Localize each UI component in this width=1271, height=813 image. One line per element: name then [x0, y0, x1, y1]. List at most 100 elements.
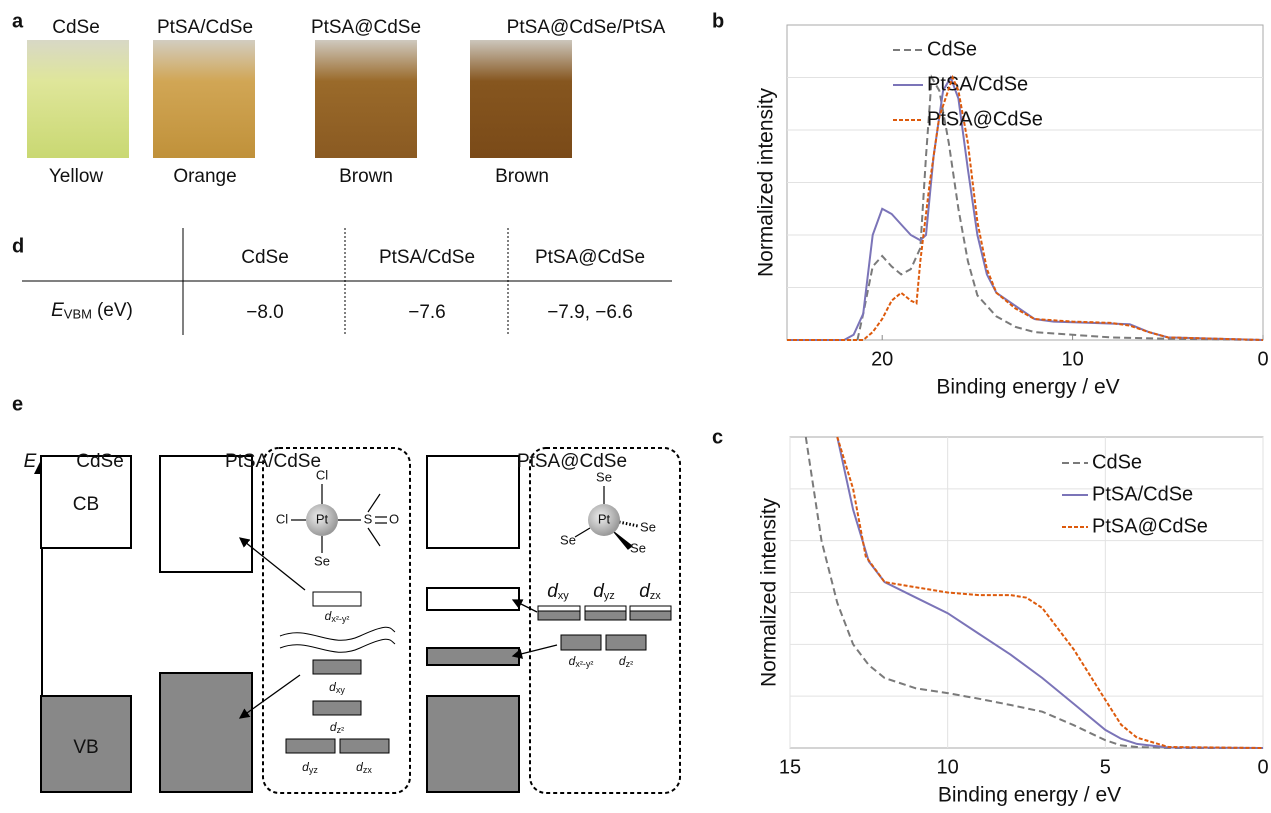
x-axis-label: Binding energy / eV [938, 784, 1121, 807]
table-cell: −8.0 [246, 302, 284, 323]
y-axis-label: Normalized intensity [758, 497, 781, 687]
panel-label: d [12, 235, 24, 257]
table-cell: −7.6 [408, 302, 446, 323]
subscript: VBM [64, 307, 92, 322]
symbol: d [547, 581, 559, 602]
symbol: d [593, 581, 605, 602]
series-line [856, 74, 1264, 341]
ligand: Se [314, 553, 330, 568]
orbital-boxes [279, 591, 672, 754]
ligand: Cl [316, 467, 328, 482]
subscript: xy [336, 686, 346, 696]
vial-photo [315, 40, 417, 158]
orbital-label: dz² [619, 654, 633, 669]
column-label: PtSA@CdSe [517, 451, 627, 472]
table-lines [22, 228, 672, 335]
ligand: Se [596, 469, 612, 484]
ligand: Cl [276, 511, 288, 526]
subscript: x²-y² [331, 615, 349, 625]
energy-axis-label: E [24, 451, 37, 472]
table-header: PtSA@CdSe [535, 247, 645, 268]
color-label: Brown [339, 166, 393, 187]
sample-label: PtSA/CdSe [157, 17, 253, 38]
x-tick-label: 10 [1061, 348, 1083, 370]
orbital-label: dyz [593, 581, 615, 602]
subscript: zx [363, 766, 373, 776]
vial-photo [27, 40, 129, 158]
diagram-shapes [34, 447, 681, 794]
table-cell: −7.9, −6.6 [547, 302, 633, 323]
orbital-label: dz² [330, 720, 344, 735]
subscript: z² [626, 660, 634, 670]
band-label: CB [73, 494, 99, 515]
subscript: yz [309, 766, 319, 776]
x-tick-label: 20 [871, 348, 893, 370]
symbol: d [356, 760, 363, 774]
vial-photo [470, 40, 572, 158]
sample-label: CdSe [52, 17, 100, 38]
symbol: d [325, 609, 332, 623]
legend-label: CdSe [927, 38, 977, 60]
ligand: Se [640, 519, 656, 534]
unit: (eV) [97, 300, 133, 321]
panel-label: b [712, 10, 724, 32]
orbital-label: dxy [547, 581, 569, 602]
legend-label: PtSA@CdSe [1092, 515, 1208, 537]
symbol: d [639, 581, 651, 602]
symbol: d [569, 654, 576, 668]
panel-label: a [12, 10, 24, 32]
legend-label: PtSA@CdSe [927, 108, 1043, 130]
x-tick-label: 0 [1257, 756, 1268, 778]
row-label: EVBM (eV) [51, 300, 133, 322]
orbital-label: dxy [329, 680, 345, 695]
column-label: PtSA/CdSe [225, 451, 321, 472]
ligand: O [389, 511, 399, 526]
symbol: d [330, 720, 337, 734]
legend-label: PtSA/CdSe [927, 73, 1028, 95]
subscript: xy [558, 590, 570, 602]
series-line [836, 436, 1264, 749]
color-label: Yellow [49, 166, 104, 187]
orbital-label: dx²-y² [569, 654, 594, 669]
legend-label: CdSe [1092, 451, 1142, 473]
x-tick-label: 5 [1100, 756, 1111, 778]
symbol: d [302, 760, 309, 774]
subscript: zx [650, 590, 662, 602]
x-tick-label: 10 [937, 756, 959, 778]
band-label: VB [73, 737, 98, 758]
metal: Pt [598, 511, 611, 526]
legend-label: PtSA/CdSe [1092, 483, 1193, 505]
symbol: d [329, 680, 336, 694]
color-label: Orange [173, 166, 236, 187]
table-header: CdSe [241, 247, 289, 268]
ligand: Se [560, 532, 576, 547]
table-header: PtSA/CdSe [379, 247, 475, 268]
subscript: z² [337, 726, 345, 736]
series-line [787, 74, 1264, 341]
orbital-label: dyz [302, 760, 318, 775]
symbol: E [51, 300, 64, 321]
y-axis-label: Normalized intensity [755, 87, 778, 277]
x-axis-label: Binding energy / eV [936, 376, 1119, 399]
subscript: yz [604, 590, 615, 602]
metal: Pt [316, 511, 329, 526]
column-label: CdSe [76, 451, 124, 472]
series-line [836, 436, 1264, 749]
color-label: Brown [495, 166, 549, 187]
ligand: S [364, 511, 373, 526]
molecule-bonds [291, 484, 639, 553]
ligand: Se [630, 540, 646, 555]
x-tick-label: 0 [1257, 348, 1268, 370]
orbital-label: dzx [639, 581, 661, 602]
sample-label: PtSA@CdSe [311, 17, 421, 38]
arrows [238, 537, 558, 719]
x-tick-label: 15 [779, 756, 801, 778]
orbital-label: dzx [356, 760, 372, 775]
sample-label: PtSA@CdSe/PtSA [507, 17, 666, 38]
symbol: d [619, 654, 626, 668]
series-line [804, 436, 1263, 749]
vial-photo [153, 40, 255, 158]
panel-label: e [12, 393, 23, 415]
panel-label: c [712, 426, 723, 448]
